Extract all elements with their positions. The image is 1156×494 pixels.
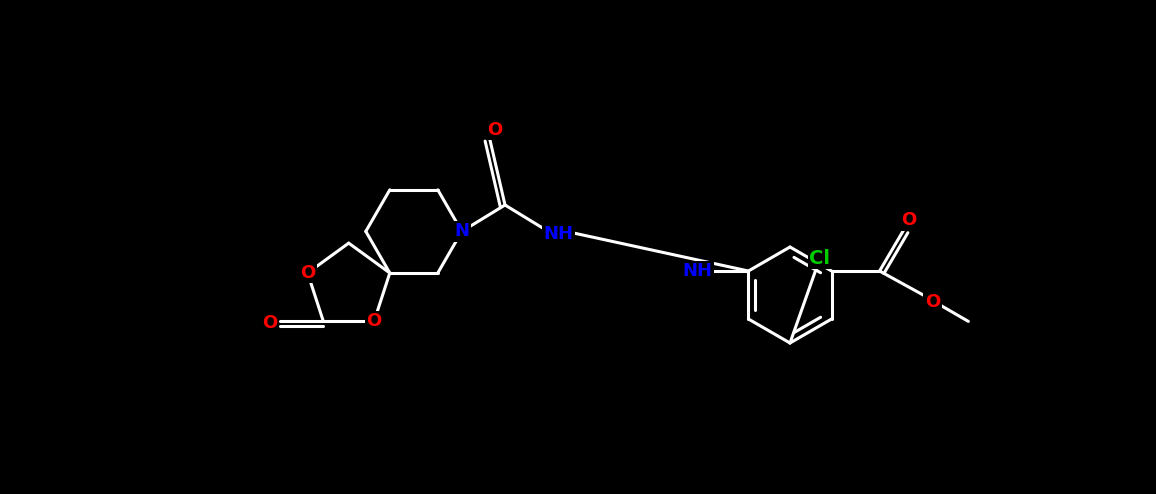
Text: Cl: Cl <box>809 248 830 267</box>
Text: O: O <box>262 314 277 332</box>
Text: N: N <box>454 222 469 241</box>
Text: NH: NH <box>543 225 573 244</box>
Text: O: O <box>366 312 381 330</box>
Text: O: O <box>301 264 316 282</box>
Text: O: O <box>488 121 503 139</box>
Text: NH: NH <box>682 262 712 280</box>
Text: O: O <box>901 211 917 229</box>
Text: O: O <box>925 293 940 311</box>
